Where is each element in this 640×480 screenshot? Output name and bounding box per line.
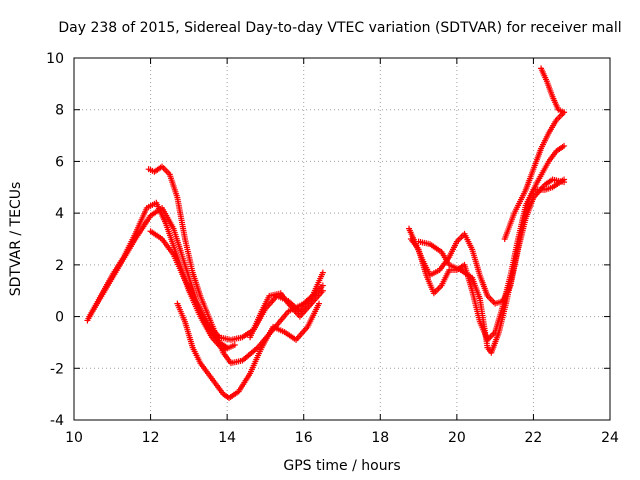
y-tick-label: 10 [46, 51, 64, 67]
data-point [319, 287, 326, 294]
y-tick-label: 6 [55, 154, 64, 170]
series-track-6 [247, 287, 326, 341]
x-axis-label: GPS time / hours [283, 458, 400, 474]
x-tick-label: 14 [218, 430, 236, 446]
y-tick-label: 2 [55, 258, 64, 274]
series-track-3 [145, 163, 326, 367]
y-tick-label: 4 [55, 206, 64, 222]
series-track-5 [174, 300, 323, 402]
y-tick-label: 8 [55, 103, 64, 119]
y-tick-label: 0 [55, 310, 64, 326]
data-point [224, 344, 231, 351]
series-track-8 [407, 176, 568, 343]
y-tick-label: -4 [50, 413, 64, 429]
data-point [561, 176, 568, 183]
series-track-11 [538, 65, 568, 116]
x-tick-label: 24 [601, 430, 619, 446]
data-point [319, 282, 326, 289]
data-point [561, 142, 568, 149]
x-tick-label: 12 [142, 430, 160, 446]
series-track-9 [415, 142, 568, 356]
x-tick-label: 20 [448, 430, 466, 446]
series-track-10 [501, 109, 568, 242]
grid-layer [74, 58, 610, 420]
y-axis-label: SDTVAR / TECUs [8, 182, 24, 297]
data-point [316, 300, 323, 307]
data-point [231, 342, 238, 349]
x-tick-label: 16 [295, 430, 313, 446]
x-tick-label: 18 [371, 430, 389, 446]
data-point [319, 269, 326, 276]
x-tick-label: 22 [525, 430, 543, 446]
plot-border [73, 57, 611, 421]
data-point [561, 109, 568, 116]
series-layer [84, 65, 568, 402]
y-tick-label: -2 [50, 361, 64, 377]
chart-title: Day 238 of 2015, Sidereal Day-to-day VTE… [58, 20, 621, 36]
x-tick-label: 10 [65, 430, 83, 446]
series-track-2 [86, 204, 231, 351]
